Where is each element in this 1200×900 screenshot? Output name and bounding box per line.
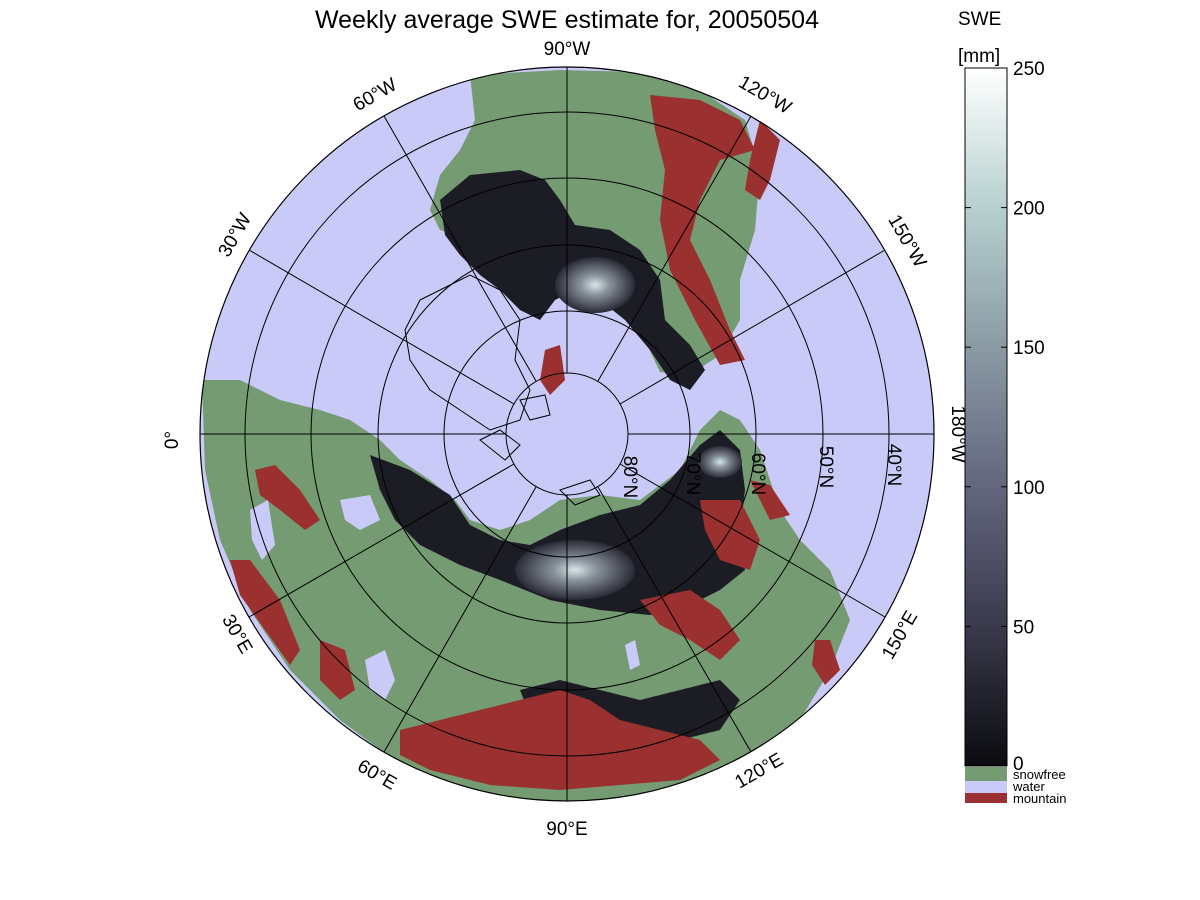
category-label-snowfree: snowfree xyxy=(1013,767,1066,782)
rockies-mountain xyxy=(650,95,755,365)
colorbar-ticks: 0 50 100 150 200 250 xyxy=(965,59,1045,775)
lat-label-80n: 80°N xyxy=(619,456,640,498)
greenland-mountain xyxy=(540,345,565,395)
caspian-sea xyxy=(365,650,395,700)
himalaya-mountain xyxy=(400,690,720,790)
lon-label-120w: 120°W xyxy=(735,72,795,119)
meridian-150e xyxy=(619,463,886,618)
arctic-islands xyxy=(479,394,601,506)
japan-mountain xyxy=(812,640,840,685)
meridian-30w xyxy=(248,249,515,405)
meridian-60e xyxy=(383,486,537,753)
category-swatch-mountain xyxy=(965,793,1007,803)
north-america-swe-peak xyxy=(555,257,635,313)
colorbar-label-line1: SWE xyxy=(958,9,1001,30)
lat-label-60n: 60°N xyxy=(747,453,768,495)
meridian-120e xyxy=(597,486,752,753)
lat-label-70n: 70°N xyxy=(682,453,703,495)
meridian-150w xyxy=(619,249,886,405)
greenland-outline xyxy=(404,274,531,431)
graticule xyxy=(199,66,935,802)
eurasia-snow xyxy=(370,430,745,615)
category-label-water: water xyxy=(1012,779,1045,794)
meridian-120w xyxy=(597,115,752,382)
lon-label-60e: 60°E xyxy=(354,756,400,795)
east-asia-mountain xyxy=(700,500,760,570)
lon-label-0: 0° xyxy=(162,431,183,449)
colorbar-tick-label: 200 xyxy=(1013,199,1045,220)
colorbar-tick-label: 100 xyxy=(1013,478,1045,499)
caucasus-mountain xyxy=(320,640,355,700)
colorbar-label-line2: [mm] xyxy=(958,46,1000,67)
lat-label-50n: 50°N xyxy=(815,446,836,488)
colorbar-tick-label: 50 xyxy=(1013,617,1034,638)
latitude-labels: 80°N 70°N 60°N 50°N 40°N xyxy=(619,444,904,498)
lat-label-40n: 40°N xyxy=(883,444,904,486)
meridian-30e xyxy=(248,463,515,618)
kamchatka-swe-peak xyxy=(698,446,742,478)
colorbar-tick-label: 250 xyxy=(1013,59,1045,80)
kamchatka-mountain xyxy=(750,480,790,520)
lon-label-90e: 90°E xyxy=(546,819,587,840)
lon-label-90w: 90°W xyxy=(544,39,591,60)
map-title: Weekly average SWE estimate for, 2005050… xyxy=(315,6,819,34)
white-sea xyxy=(340,495,380,530)
colorbar-gradient xyxy=(964,67,1008,767)
rockies-mountain-2 xyxy=(745,120,780,200)
scandinavia-mountain xyxy=(255,465,320,530)
colorbar-tick-label: 0 xyxy=(1013,754,1024,775)
lon-label-60w: 60°W xyxy=(350,74,401,116)
baltic-sea xyxy=(250,500,275,560)
lake-baikal xyxy=(625,640,640,670)
lon-label-180w: 180°W xyxy=(947,405,968,462)
siberia-swe-peak xyxy=(515,540,635,600)
category-label-mountain: mountain xyxy=(1013,791,1066,806)
alps-mountain xyxy=(230,560,300,665)
colorbar-tick-label: 150 xyxy=(1013,338,1045,359)
category-swatch-snowfree xyxy=(965,767,1007,781)
meridian-60w xyxy=(383,115,537,382)
category-swatch-water xyxy=(965,781,1007,793)
